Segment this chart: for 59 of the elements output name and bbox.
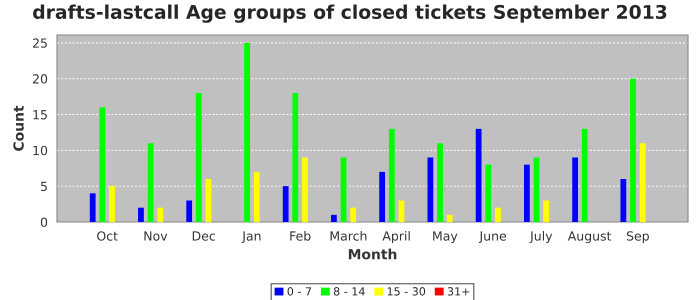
- bar: [476, 128, 482, 222]
- bar: [485, 164, 492, 222]
- bar: [446, 214, 453, 222]
- bar: [379, 172, 386, 222]
- bar: [340, 158, 346, 222]
- x-tick-label: Feb: [290, 231, 311, 241]
- bar: [350, 208, 356, 222]
- y-tick-label: 0: [40, 217, 48, 227]
- bar: [90, 193, 96, 222]
- y-tick-label: 10: [33, 146, 48, 156]
- bar: [495, 208, 501, 222]
- bar: [524, 164, 530, 222]
- chart-title: drafts-lastcall Age groups of closed tickets September 2013: [33, 4, 666, 23]
- bar: [534, 158, 540, 222]
- bar: [206, 179, 212, 222]
- bar: [254, 172, 260, 222]
- bar: [640, 143, 646, 222]
- x-tick-label: May: [433, 231, 458, 244]
- bar: [630, 78, 636, 222]
- bar: [196, 93, 202, 222]
- bar: [620, 179, 626, 222]
- y-tick-label: 5: [40, 182, 47, 192]
- bar: [543, 200, 550, 222]
- bar: [427, 158, 434, 222]
- bar: [572, 158, 578, 222]
- x-tick-label: June: [478, 231, 506, 244]
- bar: [582, 128, 588, 222]
- y-tick-label: 25: [32, 38, 47, 48]
- x-tick-label: August: [568, 231, 612, 244]
- x-tick-label: July: [529, 231, 552, 244]
- x-tick-label: Oct: [97, 231, 118, 241]
- legend-label: 15 - 30: [388, 287, 426, 296]
- bar: [99, 107, 106, 222]
- x-tick-label: Dec: [192, 231, 215, 241]
- x-tick-label: Jan: [242, 231, 260, 244]
- legend-label: 0 - 7: [288, 287, 312, 296]
- bar: [437, 143, 443, 222]
- bar: [282, 186, 289, 222]
- x-tick-label: Sep: [626, 231, 649, 244]
- y-tick-label: 15: [33, 110, 47, 120]
- x-axis-title: Month: [348, 248, 396, 260]
- legend-label: 8 - 14: [334, 287, 365, 296]
- y-tick-label: 20: [32, 74, 48, 84]
- bar: [398, 200, 404, 222]
- x-tick-label: Nov: [144, 231, 168, 241]
- bar: [186, 200, 192, 222]
- bar: [244, 42, 250, 222]
- bar: [331, 214, 337, 222]
- bar: [388, 128, 395, 222]
- bar: [148, 143, 154, 222]
- bar: [292, 93, 298, 222]
- bar: [302, 158, 308, 222]
- legend-label: 31+: [448, 287, 470, 296]
- bar: [109, 186, 115, 222]
- x-tick-label: April: [382, 231, 410, 244]
- y-axis-title: Count: [13, 106, 24, 151]
- x-tick-label: March: [330, 231, 366, 241]
- bar: [138, 208, 144, 222]
- bar: [157, 208, 164, 222]
